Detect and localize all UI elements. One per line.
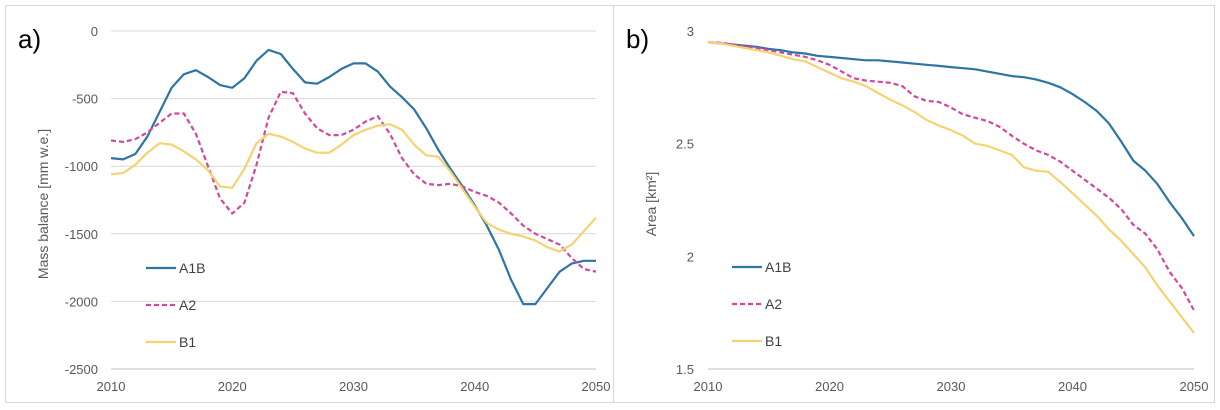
legend-label-a1b: A1B	[765, 259, 791, 275]
mass-balance-chart: a) 0 -500 -1000 -1500 -2000 -2500 2010 2020 203…	[18, 24, 611, 394]
y-tick-label: 3	[687, 24, 694, 39]
panel-label-b: b)	[626, 24, 649, 54]
legend-label-b1: B1	[765, 333, 782, 349]
legend-label-a2: A2	[179, 297, 196, 313]
series-line-a2	[707, 41, 1195, 311]
y-tick-label: 0	[91, 24, 98, 39]
x-tick-label: 2050	[582, 379, 611, 394]
x-tick-label: 2010	[97, 379, 126, 394]
series-line-b1	[110, 123, 597, 253]
series-line-a1b	[110, 48, 596, 306]
y-tick-label: -2500	[65, 362, 98, 377]
y-tick-label: -1000	[65, 159, 98, 174]
legend-label-a2: A2	[765, 296, 782, 312]
y-tick-label: -1500	[65, 227, 98, 242]
x-tick-label: 2030	[937, 379, 966, 394]
legend-label-a1b: A1B	[179, 260, 205, 276]
y-tick-label: -500	[72, 92, 98, 107]
y-axis-title-a: Mass balance [mm w.e.]	[35, 129, 51, 279]
y-tick-label: 1.5	[676, 362, 694, 377]
x-tick-label: 2030	[339, 379, 368, 394]
series-line-a1b	[707, 41, 1195, 237]
series-line-a2	[110, 90, 597, 273]
x-tick-label: 2040	[1058, 379, 1087, 394]
panel-label-a: a)	[18, 24, 41, 54]
x-tick-label: 2050	[1180, 379, 1209, 394]
legend-label-b1: B1	[179, 334, 196, 350]
y-tick-label: 2	[687, 249, 694, 264]
x-tick-label: 2010	[694, 379, 723, 394]
x-tick-label: 2020	[218, 379, 247, 394]
chart-panel-b: b) 3 2.5 2 1.5 2010 2020 2030 2040 2050 Area [k…	[613, 5, 1215, 403]
y-axis-title-b: Area [km²]	[643, 172, 659, 237]
y-tick-label: 2.5	[676, 137, 694, 152]
series-line-b1	[707, 41, 1195, 334]
chart-panel-a: a) 0 -500 -1000 -1500 -2000 -2500 2010 2020 203…	[5, 5, 614, 403]
area-chart: b) 3 2.5 2 1.5 2010 2020 2030 2040 2050 Area [k…	[626, 24, 1209, 394]
x-tick-label: 2040	[460, 379, 489, 394]
y-tick-label: -2000	[65, 294, 98, 309]
x-tick-label: 2020	[815, 379, 844, 394]
